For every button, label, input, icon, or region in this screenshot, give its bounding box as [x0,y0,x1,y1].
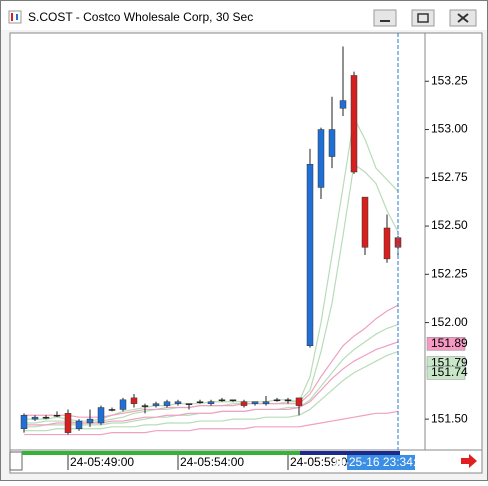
candle-body [185,403,193,405]
candle-body [64,413,72,433]
price-badge [426,366,466,380]
moving-average [24,350,399,432]
y-tick-label: 153.00 [431,122,468,136]
candle-body [119,399,127,410]
candle-body [97,407,105,424]
candle-body [42,416,50,419]
window-title: S.COST - Costco Wholesale Corp, 30 Sec [28,10,253,24]
y-tick-label: 152.75 [431,170,468,184]
price-badge [426,337,466,351]
range-bar-active [300,451,400,455]
candle-body [75,420,83,430]
y-tick-label: 151.50 [431,411,468,425]
candle-body [31,416,39,420]
candle-body [207,401,215,404]
y-tick-label: 152.25 [431,266,468,280]
moving-average [24,341,399,426]
title-bar [1,1,487,30]
price-axis [424,32,483,451]
x-tick-label: 24-05:59:00 [290,455,354,469]
candle-body [86,418,94,424]
scroll-handle[interactable] [9,451,23,471]
candle-body [383,227,391,260]
candle-body [108,409,116,411]
candle-body [306,164,314,346]
y-tick-label: 152.00 [431,315,468,329]
cursor-label-box [347,455,415,470]
candle-body [251,401,259,404]
scroll-right-arrow[interactable] [461,454,477,468]
candle-body [196,401,204,403]
candle-body [350,75,358,173]
candle-body [339,100,347,109]
candle-body [174,401,182,404]
app-icon [8,10,22,24]
minimize-button[interactable] [373,9,397,27]
y-tick-label: 153.25 [431,73,468,87]
candle-body [240,401,248,406]
candle-body [229,399,237,402]
x-tick-label: 24-05:49:00 [70,455,134,469]
maximize-button[interactable] [411,9,435,27]
candle-body [130,397,138,404]
y-tick-label: 152.50 [431,218,468,232]
candle-body [20,415,28,430]
candle-body [262,401,270,404]
candle-body [163,401,171,406]
candle-body [218,399,226,402]
candle-body [53,415,61,417]
x-tick-label: 24-05:54:00 [180,455,244,469]
candle-body [152,403,160,406]
close-button[interactable] [449,9,477,27]
candle-body [317,129,325,188]
price-badge-label: 151.79 [431,355,468,369]
price-badge-label: 151.89 [431,336,468,350]
price-badge-label: 151.74 [431,365,468,379]
candle-body [328,129,336,157]
candle-body [141,405,149,407]
moving-average [24,410,399,436]
candle-body [273,399,281,402]
range-bar [22,451,300,455]
candle-body [361,196,369,248]
cursor-label: 11-25-16 23:34:00 [332,455,430,469]
candle-body [284,399,292,402]
candle-body [295,397,303,406]
